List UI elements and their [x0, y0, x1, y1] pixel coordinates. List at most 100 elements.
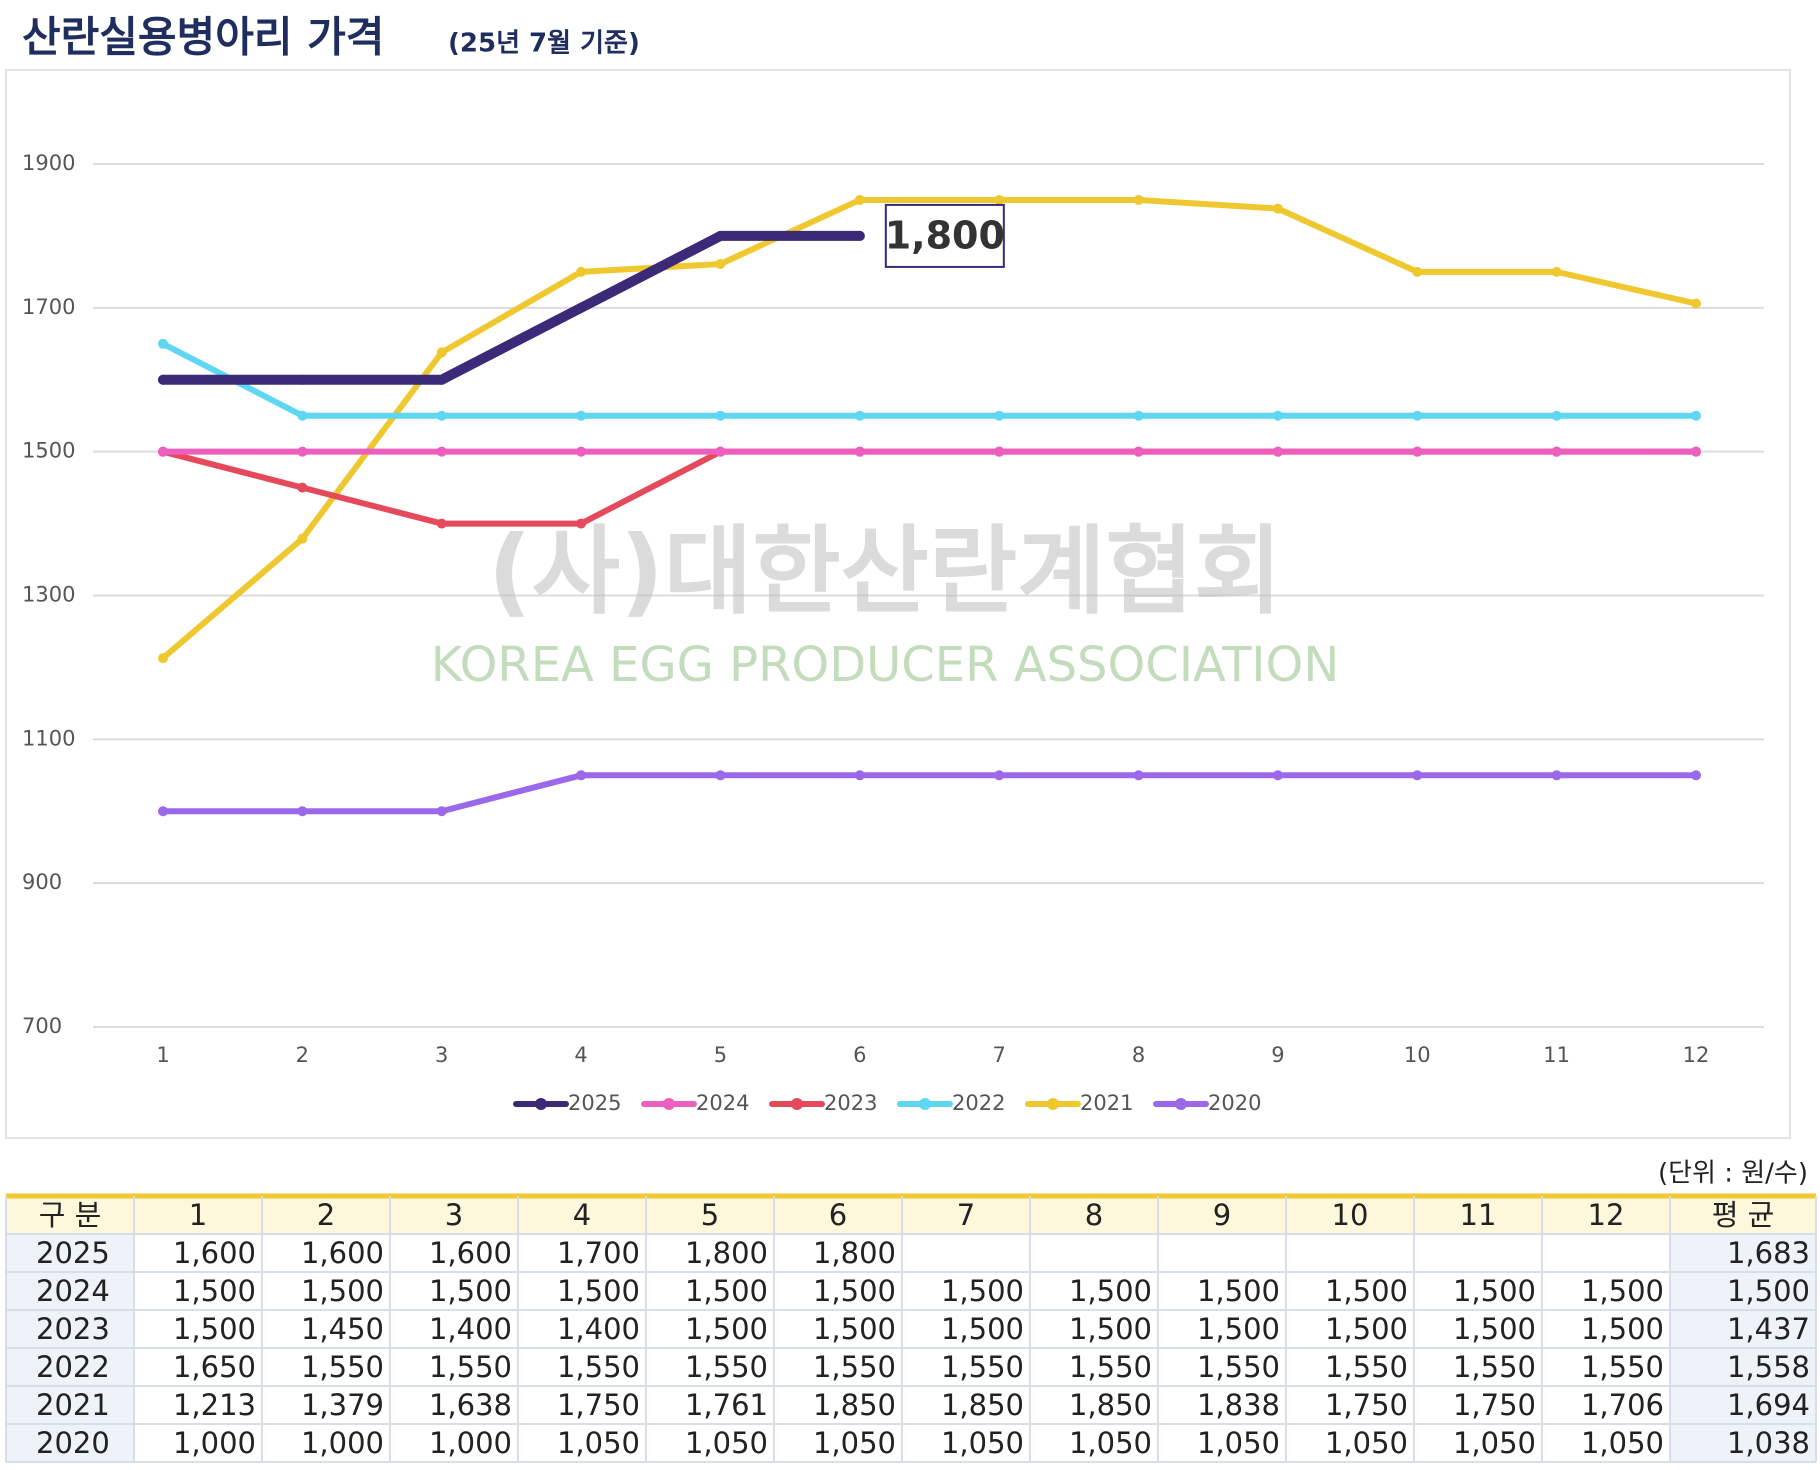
table-row-label: 2024 — [36, 1274, 110, 1308]
table-cell: 1,050 — [813, 1426, 896, 1460]
y-tick-label: 700 — [22, 1014, 62, 1038]
avg-cell-bg — [1670, 1348, 1816, 1386]
point — [436, 410, 447, 421]
table-cell: 1,550 — [429, 1350, 512, 1384]
table-cell: 1,550 — [1325, 1350, 1408, 1384]
table-cell: 1,050 — [1197, 1426, 1280, 1460]
point — [1133, 194, 1144, 205]
point — [994, 446, 1005, 457]
legend-swatch — [663, 1098, 675, 1110]
table-cell: 1,550 — [557, 1350, 640, 1384]
avg-cell-bg — [1670, 1424, 1816, 1462]
table-cell: 1,437 — [1727, 1312, 1810, 1346]
table-row-label: 2022 — [36, 1350, 110, 1384]
x-tick-label: 12 — [1683, 1043, 1710, 1067]
point — [158, 446, 168, 457]
series-line — [158, 230, 865, 385]
value-label: 1,800 — [885, 213, 1005, 257]
x-tick-label: 4 — [574, 1043, 587, 1067]
point — [854, 410, 865, 421]
point — [576, 410, 587, 421]
table-cell: 1,700 — [557, 1236, 640, 1270]
table-cell: 1,050 — [1069, 1426, 1152, 1460]
table-cell: 1,761 — [685, 1388, 768, 1422]
x-tick-label: 11 — [1543, 1043, 1570, 1067]
table-cell: 1,800 — [813, 1236, 896, 1270]
point — [576, 302, 587, 313]
table-cell: 1,400 — [557, 1312, 640, 1346]
point — [576, 770, 587, 781]
point — [854, 446, 865, 457]
table-cell: 1,500 — [941, 1274, 1024, 1308]
table-cell: 1,500 — [1727, 1274, 1810, 1308]
table-cell: 1,500 — [1069, 1312, 1152, 1346]
x-tick-label: 1 — [156, 1043, 169, 1067]
table-cell: 1,213 — [173, 1388, 256, 1422]
point — [297, 533, 308, 544]
table-cell: 1,038 — [1727, 1426, 1810, 1460]
table-header: 7 — [957, 1198, 975, 1232]
table-cell: 1,600 — [301, 1236, 384, 1270]
avg-cell-bg — [1670, 1234, 1816, 1272]
table-cell: 1,850 — [941, 1388, 1024, 1422]
table-header: 9 — [1213, 1198, 1231, 1232]
point — [576, 446, 587, 457]
table-cell: 1,500 — [685, 1274, 768, 1308]
table-cell: 1,550 — [1069, 1350, 1152, 1384]
table-cell: 1,500 — [1069, 1274, 1152, 1308]
table-cell: 1,750 — [1325, 1388, 1408, 1422]
table-row-label: 2023 — [36, 1312, 110, 1346]
table-cell: 1,838 — [1197, 1388, 1280, 1422]
table-cell: 1,550 — [1453, 1350, 1536, 1384]
table-cell: 1,500 — [813, 1312, 896, 1346]
table-cell: 1,500 — [1453, 1312, 1536, 1346]
avg-cell-bg — [1670, 1272, 1816, 1310]
avg-cell-bg — [1670, 1386, 1816, 1424]
table-cell: 1,500 — [301, 1274, 384, 1308]
point — [1412, 266, 1423, 277]
chart-title: 산란실용병아리 가격 — [22, 13, 384, 62]
table-header: 6 — [829, 1198, 847, 1232]
point — [436, 518, 447, 529]
table-cell: 1,850 — [1069, 1388, 1152, 1422]
table-cell: 1,600 — [429, 1236, 512, 1270]
table-cell: 1,000 — [429, 1426, 512, 1460]
table-header-bg — [6, 1196, 1816, 1234]
point — [715, 230, 726, 241]
table-header: 10 — [1332, 1198, 1369, 1232]
series-line — [160, 340, 1699, 419]
y-tick-label: 1100 — [22, 726, 75, 750]
x-tick-label: 6 — [853, 1043, 866, 1067]
point — [994, 770, 1005, 781]
x-tick-label: 5 — [714, 1043, 727, 1067]
unit-label: (단위 : 원/수) — [1658, 1159, 1808, 1189]
point — [1551, 770, 1562, 781]
table-header: 구 분 — [39, 1198, 102, 1232]
legend-swatch — [1047, 1098, 1059, 1110]
table-cell: 1,600 — [173, 1236, 256, 1270]
x-tick-label: 2 — [296, 1043, 309, 1067]
table-cell: 1,500 — [173, 1274, 256, 1308]
point — [715, 258, 726, 269]
table-cell: 1,500 — [685, 1312, 768, 1346]
point — [1691, 770, 1701, 781]
point — [1412, 770, 1423, 781]
table-cell: 1,650 — [173, 1350, 256, 1384]
point — [436, 806, 447, 817]
table-cell: 1,500 — [173, 1312, 256, 1346]
point — [1272, 410, 1283, 421]
table-cell: 1,558 — [1727, 1350, 1810, 1384]
point — [158, 338, 168, 349]
x-tick-label: 10 — [1404, 1043, 1431, 1067]
point — [297, 410, 308, 421]
table-cell: 1,379 — [301, 1388, 384, 1422]
point — [715, 770, 726, 781]
table-cell: 1,500 — [1453, 1274, 1536, 1308]
table-cell: 1,550 — [941, 1350, 1024, 1384]
table-header: 3 — [445, 1198, 463, 1232]
point — [297, 374, 308, 385]
point — [1691, 298, 1701, 309]
table-cell: 1,750 — [557, 1388, 640, 1422]
point — [1133, 770, 1144, 781]
